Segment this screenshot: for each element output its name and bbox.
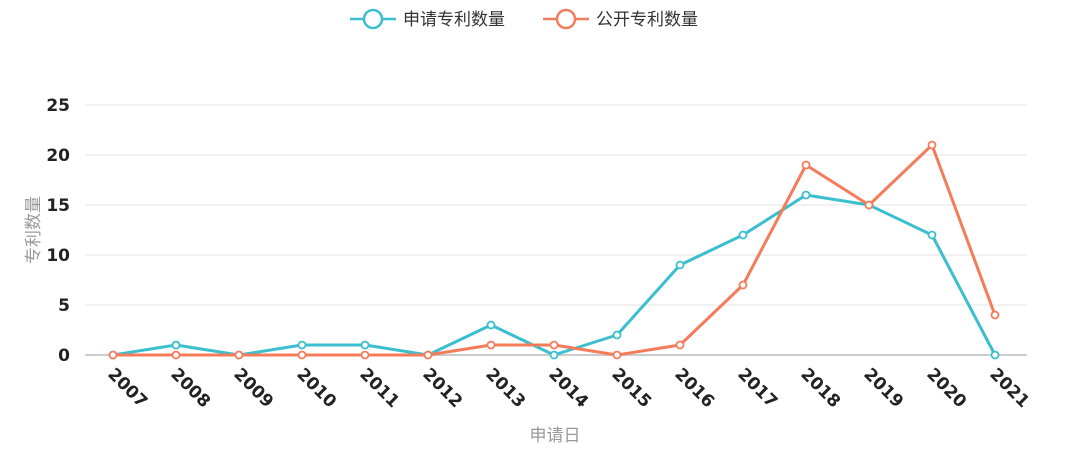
x-tick-label: 2021 [985, 364, 1033, 412]
x-tick-label: 2017 [733, 364, 781, 412]
data-point[interactable] [297, 350, 307, 360]
series-line [111, 143, 997, 357]
y-tick-label: 25 [46, 96, 70, 116]
legend-marker-icon [555, 8, 577, 30]
data-point[interactable] [864, 200, 874, 210]
data-point[interactable] [990, 350, 1000, 360]
y-axis-ticks: 0 5 10 15 20 25 [46, 96, 70, 366]
data-point[interactable] [171, 350, 181, 360]
x-tick-label: 2013 [481, 364, 529, 412]
y-tick-label: 5 [58, 296, 70, 316]
x-axis-ticks: 2007 2008 2009 2010 2011 2012 2013 2014 2015 2016… [103, 364, 1033, 412]
y-tick-label: 0 [58, 346, 70, 366]
data-point[interactable] [234, 350, 244, 360]
data-point[interactable] [549, 340, 559, 350]
data-point[interactable] [423, 350, 433, 360]
data-point[interactable] [486, 320, 496, 330]
x-tick-label: 2009 [229, 364, 277, 412]
data-point[interactable] [360, 350, 370, 360]
x-tick-label: 2012 [418, 364, 466, 412]
data-point[interactable] [738, 230, 748, 240]
x-tick-label: 2019 [859, 364, 907, 412]
data-point[interactable] [360, 340, 370, 350]
y-tick-label: 15 [46, 196, 70, 216]
x-tick-label: 2011 [355, 364, 403, 412]
legend-item[interactable]: 公开专利数量 [543, 8, 698, 30]
x-tick-label: 2008 [166, 364, 214, 412]
data-point[interactable] [738, 280, 748, 290]
data-point[interactable] [108, 350, 118, 360]
x-tick-label: 2016 [670, 364, 718, 412]
data-point[interactable] [801, 160, 811, 170]
data-point[interactable] [486, 340, 496, 350]
data-point[interactable] [612, 350, 622, 360]
series-group [108, 140, 1000, 360]
legend-marker-icon [362, 8, 384, 30]
legend[interactable]: 申请专利数量 公开专利数量 [350, 8, 698, 30]
data-point[interactable] [675, 260, 685, 270]
legend-label: 公开专利数量 [596, 10, 698, 30]
data-point[interactable] [297, 340, 307, 350]
series-2 [108, 140, 1000, 360]
legend-label: 申请专利数量 [403, 10, 505, 30]
data-point[interactable] [801, 190, 811, 200]
series-line [111, 193, 997, 357]
data-point[interactable] [675, 340, 685, 350]
x-tick-label: 2010 [292, 364, 340, 412]
data-point[interactable] [171, 340, 181, 350]
data-point[interactable] [927, 140, 937, 150]
x-tick-label: 2018 [796, 364, 844, 412]
x-tick-label: 2014 [544, 364, 592, 412]
x-tick-label: 2015 [607, 364, 655, 412]
data-point[interactable] [927, 230, 937, 240]
y-tick-label: 20 [46, 146, 70, 166]
grid [85, 104, 1027, 356]
data-point[interactable] [612, 330, 622, 340]
x-axis-title: 申请日 [530, 426, 581, 446]
x-tick-label: 2020 [922, 364, 970, 412]
y-tick-label: 10 [46, 246, 70, 266]
series-1 [108, 190, 1000, 360]
data-point[interactable] [549, 350, 559, 360]
x-tick-label: 2007 [103, 364, 151, 412]
y-axis-title: 专利数量 [24, 196, 44, 264]
data-point[interactable] [990, 310, 1000, 320]
legend-item[interactable]: 申请专利数量 [350, 8, 505, 30]
